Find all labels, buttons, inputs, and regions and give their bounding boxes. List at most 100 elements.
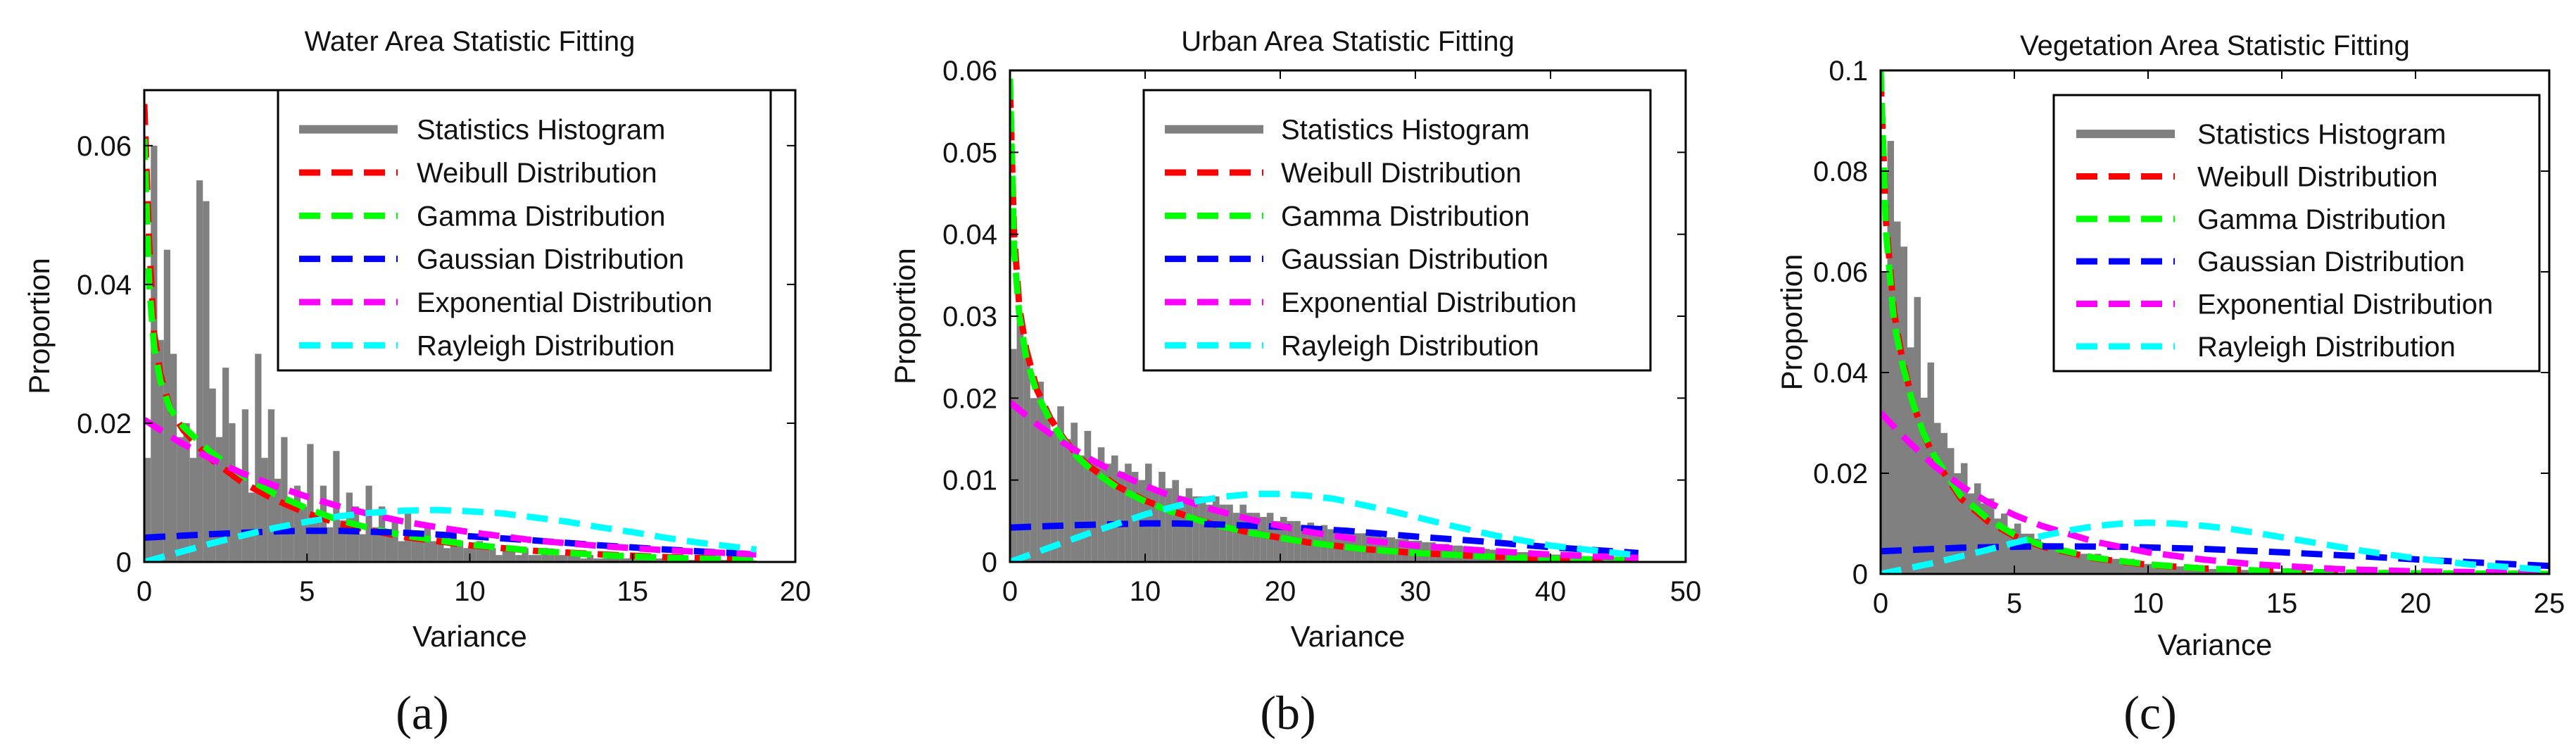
- histogram-bar: [2061, 549, 2068, 574]
- histogram-bar: [580, 558, 587, 562]
- histogram-bar: [2275, 571, 2282, 574]
- histogram-bar: [1057, 406, 1064, 562]
- chart-panel-3: 0 5 10 15 20 25 0 0.02 0.04 0.06 0.08 0.1 Vegetation…: [1775, 30, 2565, 739]
- histogram-bar: [1063, 439, 1071, 562]
- histogram-bar: [1199, 496, 1206, 562]
- chart-title: Urban Area Statistic Fitting: [1181, 26, 1515, 57]
- histogram-bar: [313, 513, 320, 562]
- histogram-bar: [1940, 432, 1947, 574]
- histogram-bar: [1037, 382, 1044, 562]
- x-tick-label: 15: [617, 576, 649, 607]
- histogram-bar: [255, 354, 262, 562]
- histogram-bar: [554, 555, 561, 562]
- histogram-bar: [1213, 496, 1220, 562]
- histogram-bar: [2101, 558, 2108, 574]
- y-tick-label: 0.02: [77, 408, 132, 439]
- histogram-bar: [1469, 547, 1477, 562]
- histogram-bar: [2041, 544, 2048, 574]
- y-tick-label: 0.04: [1813, 358, 1868, 389]
- histogram-bar: [2081, 554, 2088, 574]
- histogram-bar: [170, 354, 177, 562]
- histogram-bar: [2007, 528, 2014, 574]
- chart-title: Water Area Statistic Fitting: [305, 26, 636, 57]
- histogram-bar: [1273, 520, 1280, 562]
- histogram-bar: [385, 534, 392, 562]
- gamma-curve: [1010, 78, 1639, 562]
- y-tick-label: 0.08: [1813, 156, 1868, 187]
- histogram-bar: [274, 478, 282, 562]
- y-tick-label: 0.06: [942, 56, 997, 87]
- histogram-bar: [2068, 554, 2075, 574]
- histogram-bar: [1179, 496, 1186, 562]
- x-tick-label: 0: [1873, 588, 1888, 619]
- histogram-bar: [1907, 347, 1914, 574]
- histogram-bar: [1084, 430, 1092, 562]
- histogram-bar: [1206, 504, 1213, 562]
- histogram-bar: [1078, 455, 1085, 562]
- legend-label: Exponential Distribution: [2197, 289, 2493, 320]
- histogram-bar: [2054, 549, 2062, 574]
- histogram-bar: [2088, 558, 2095, 574]
- legend-label: Weibull Distribution: [2197, 162, 2438, 193]
- chart-title: Vegetation Area Statistic Fitting: [2020, 30, 2410, 61]
- histogram-bar: [522, 548, 529, 562]
- histogram-bar: [365, 485, 372, 562]
- x-tick-label: 50: [1670, 576, 1702, 607]
- legend-label: Gaussian Distribution: [1281, 244, 1548, 275]
- exponential-curve: [1010, 399, 1639, 561]
- histogram-bar: [1914, 296, 1921, 574]
- histogram-bar: [196, 180, 203, 562]
- y-tick-label: 0.04: [77, 270, 132, 301]
- x-tick-label: 10: [2133, 588, 2164, 619]
- histogram-bar: [229, 423, 236, 562]
- histogram-bar: [2208, 568, 2215, 574]
- histogram-bar: [2135, 563, 2142, 574]
- histogram-bar: [593, 558, 600, 562]
- histogram-bar: [509, 548, 516, 562]
- legend-label: Exponential Distribution: [417, 287, 712, 318]
- histogram-bar: [528, 555, 535, 562]
- histogram-bar: [1118, 472, 1125, 562]
- histogram-bar: [417, 541, 424, 562]
- histogram-bar: [320, 485, 327, 562]
- histogram-bar: [359, 534, 366, 562]
- legend: Statistics Histogram Weibull Distribution…: [1142, 89, 1652, 372]
- histogram-bar: [2028, 533, 2035, 574]
- histogram-bar: [658, 558, 665, 562]
- legend-label: Rayleigh Distribution: [417, 330, 675, 361]
- histogram-bar: [1071, 423, 1078, 562]
- histogram-bar: [189, 458, 196, 562]
- histogram-bar: [327, 527, 334, 562]
- histogram-bar: [1341, 530, 1348, 562]
- histogram-bar: [1232, 513, 1240, 562]
- histogram-bar: [1111, 455, 1118, 562]
- legend-label: Rayleigh Distribution: [1281, 330, 1539, 361]
- histogram-bar: [222, 368, 229, 562]
- histogram-bar: [561, 555, 568, 562]
- panel-caption: (c): [2123, 686, 2176, 739]
- histogram-bar: [1091, 463, 1098, 562]
- y-tick-label: 0.02: [1813, 458, 1868, 489]
- histogram-bar: [1927, 362, 1934, 574]
- histogram-bar: [1104, 463, 1111, 562]
- histogram-bar: [248, 492, 255, 562]
- x-tick-label: 10: [1130, 576, 1161, 607]
- histogram-bar: [1961, 463, 1968, 574]
- y-tick-label: 0.1: [1829, 56, 1868, 87]
- histogram-bar: [1967, 493, 1974, 574]
- histogram-bar: [301, 506, 308, 562]
- legend-label: Weibull Distribution: [417, 158, 657, 189]
- histogram-bar: [535, 555, 542, 562]
- histogram-bar: [1881, 272, 1888, 574]
- histogram-bar: [2001, 513, 2008, 574]
- histogram-bar: [613, 558, 620, 562]
- charts-group: 0 5 10 15 20 0 0.02 0.04 0.06 Water Area Statisti…: [23, 26, 2565, 739]
- histogram-bar: [235, 478, 242, 562]
- panel-caption: (a): [396, 686, 448, 739]
- histogram-bar: [1010, 349, 1017, 562]
- legend-label: Gamma Distribution: [417, 201, 665, 232]
- histogram-bar: [411, 534, 418, 562]
- histogram-bar: [1158, 472, 1166, 562]
- histogram-bar: [567, 555, 574, 562]
- legend-label: Exponential Distribution: [1281, 287, 1577, 318]
